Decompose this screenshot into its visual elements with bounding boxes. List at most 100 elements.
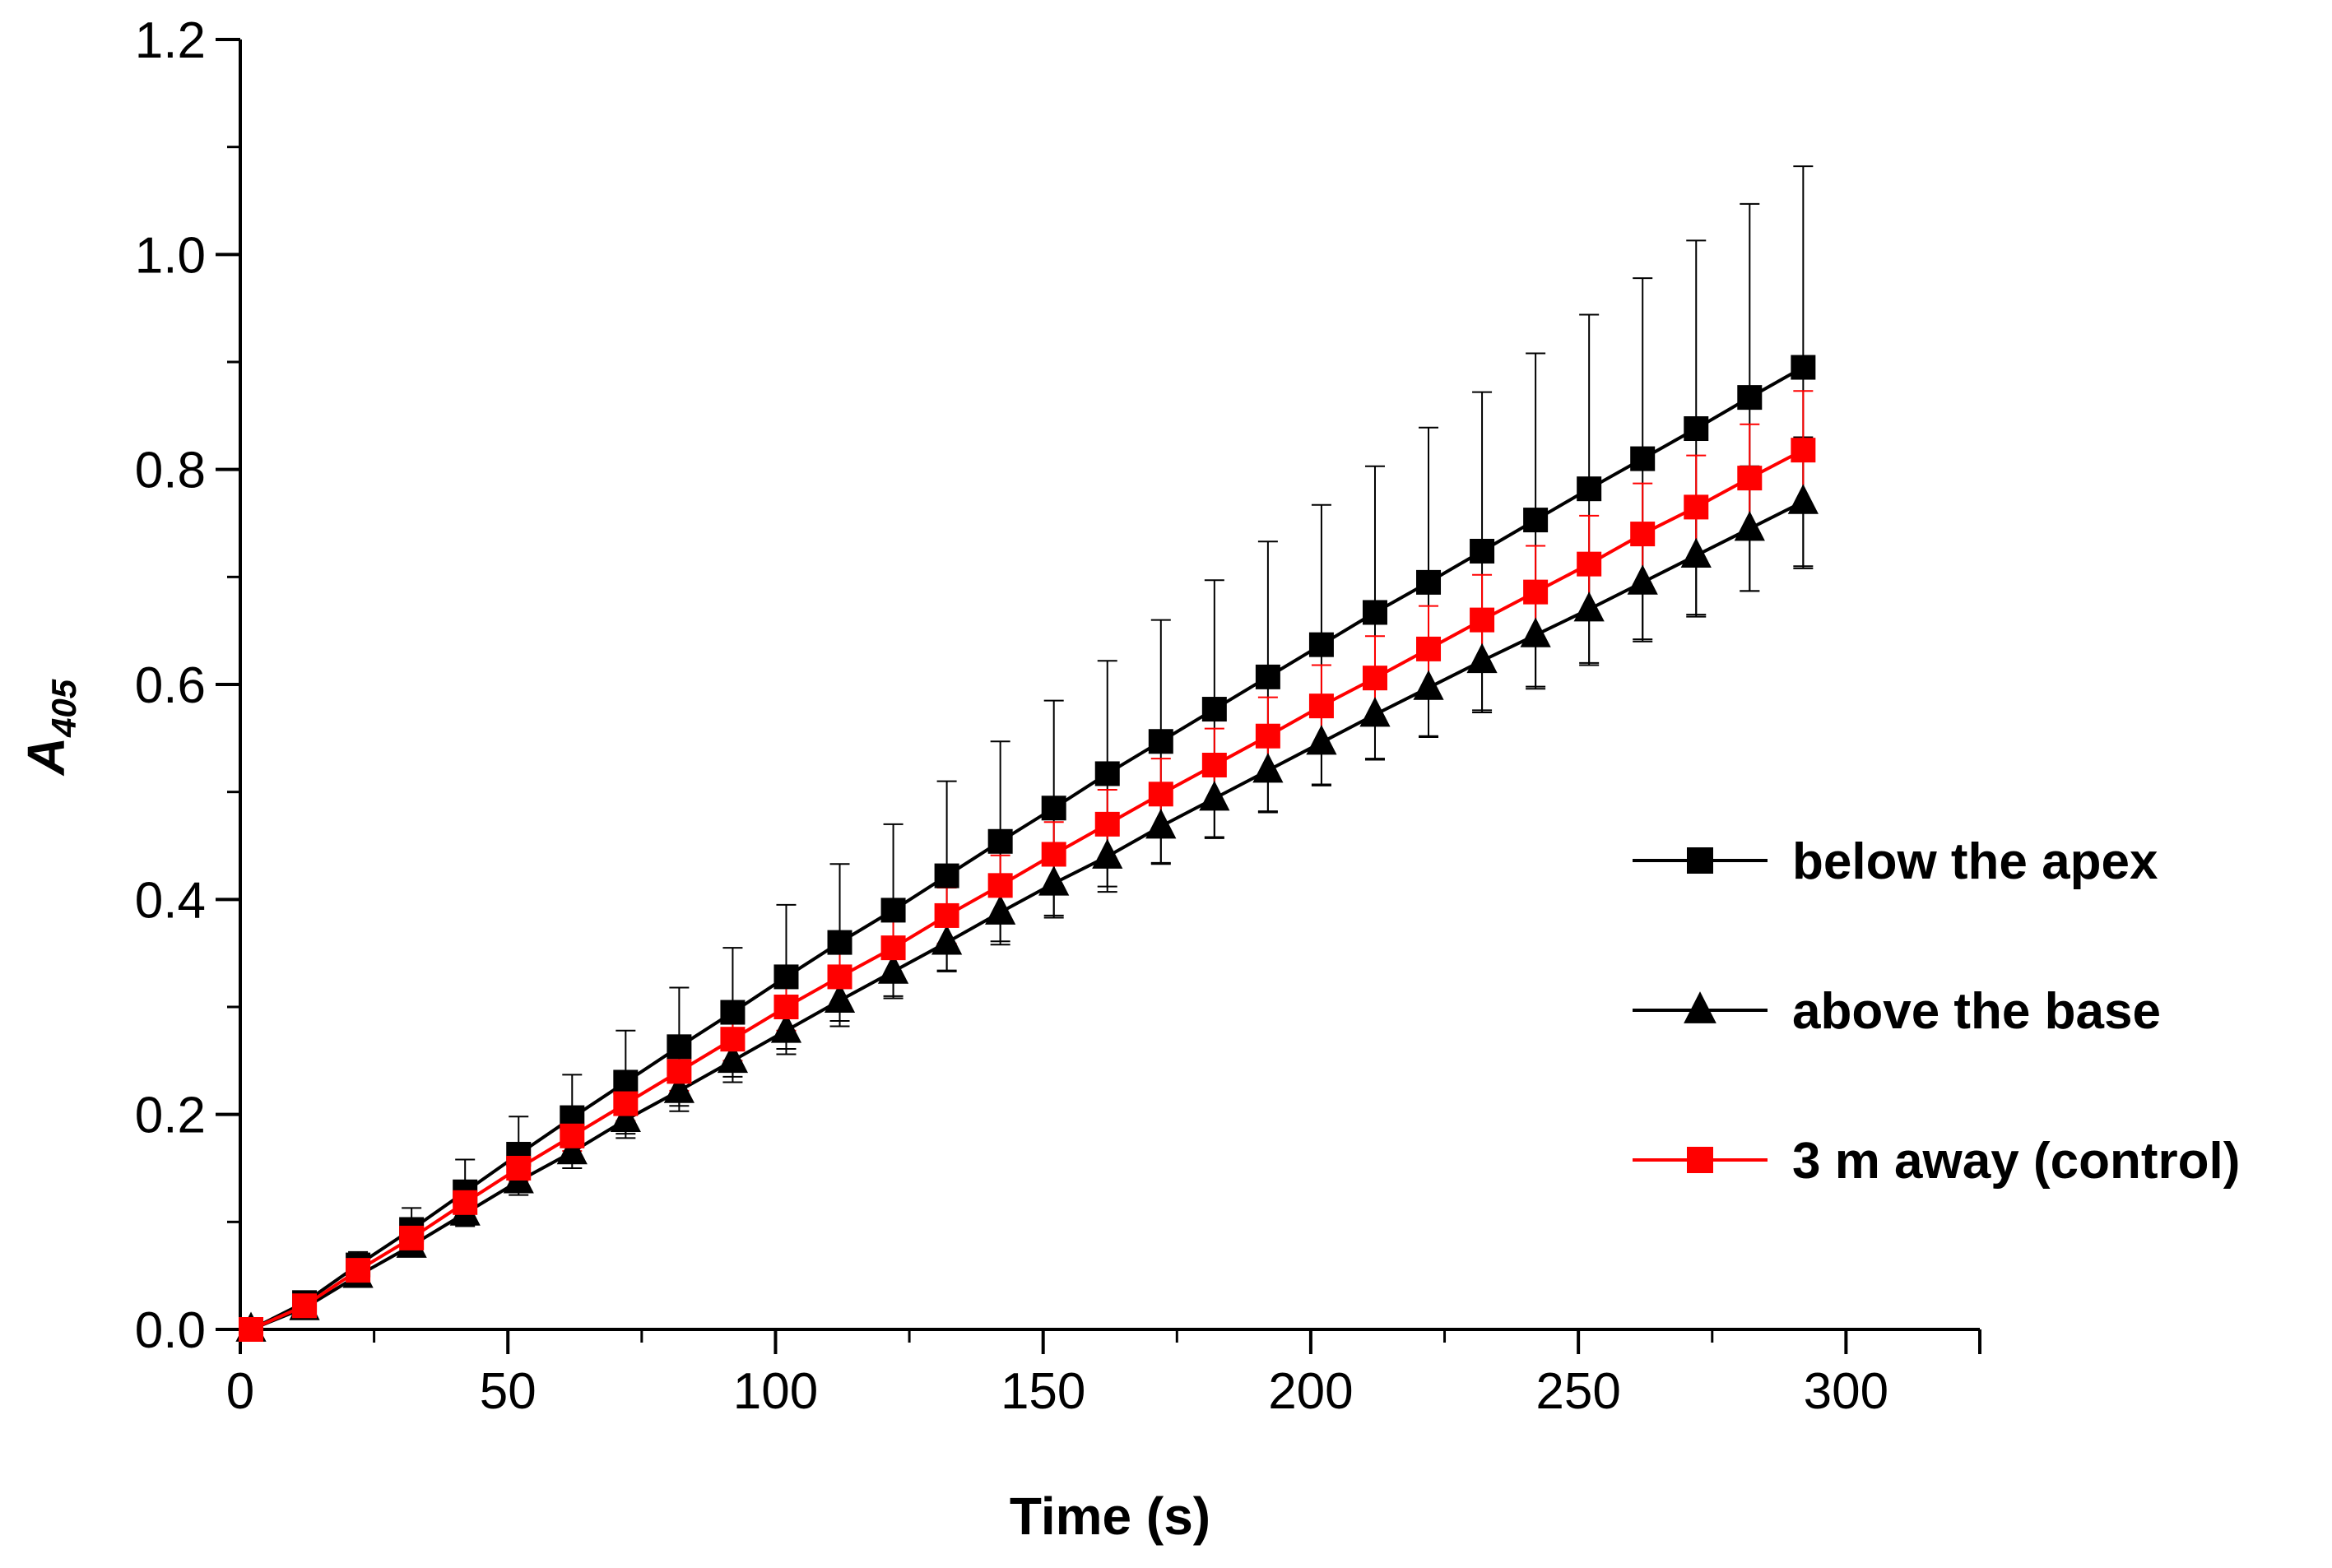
data-point-square — [1684, 416, 1709, 442]
data-point-triangle — [770, 1013, 802, 1043]
data-point-square — [1470, 607, 1495, 633]
data-point-triangle — [610, 1102, 641, 1133]
data-point-triangle — [1306, 725, 1337, 755]
data-point-triangle — [1092, 838, 1123, 869]
data-point-square — [1687, 1147, 1713, 1173]
legend: below the apex above the base 3 m away (co… — [1633, 833, 2240, 1190]
data-point-triangle — [1627, 564, 1658, 595]
data-point-square — [292, 1293, 318, 1319]
data-point-square — [1362, 666, 1387, 691]
data-point-square — [720, 1027, 746, 1052]
legend-label: 3 m away (control) — [1792, 1133, 2240, 1190]
data-point-square — [1577, 476, 1602, 502]
x-tick-label: 100 — [733, 1363, 818, 1420]
data-point-square — [1687, 847, 1713, 874]
data-point-square — [1416, 636, 1442, 661]
data-point-square — [720, 1000, 746, 1025]
y-tick-label: 0.8 — [135, 443, 206, 499]
data-point-triangle — [717, 1042, 749, 1074]
data-point-triangle — [824, 982, 856, 1014]
series-line — [250, 500, 1805, 1331]
y-axis-title: A405 — [16, 679, 83, 777]
data-point-square — [1523, 508, 1549, 533]
y-tick-label: 0.0 — [135, 1302, 206, 1359]
data-point-square — [827, 964, 852, 990]
x-tick-label: 50 — [480, 1363, 537, 1420]
series-line — [250, 448, 1805, 1331]
data-point-square — [667, 1034, 692, 1060]
data-point-square — [1308, 694, 1334, 719]
data-point-square — [1630, 522, 1656, 547]
data-point-triangle — [1359, 697, 1391, 727]
y-tick-label: 1.2 — [135, 12, 206, 69]
data-point-square — [1094, 761, 1120, 786]
data-point-triangle — [877, 953, 909, 984]
data-point-square — [1791, 355, 1816, 380]
data-point-square — [1094, 811, 1120, 837]
y-tick-label: 0.4 — [135, 872, 206, 929]
data-point-square — [773, 995, 799, 1019]
series-line — [250, 365, 1805, 1331]
data-point-triangle — [931, 925, 963, 955]
data-point-square — [987, 873, 1013, 898]
data-point-square — [613, 1069, 639, 1095]
legend-label: above the base — [1792, 983, 2161, 1040]
data-point-square — [1255, 723, 1280, 749]
error-bars — [241, 165, 1814, 1330]
data-point-triangle — [1520, 617, 1551, 647]
data-point-square — [1737, 466, 1763, 491]
data-point-triangle — [1038, 865, 1070, 896]
data-point-triangle — [1734, 511, 1765, 541]
data-point-square — [453, 1190, 478, 1215]
data-point-square — [1630, 446, 1656, 471]
data-point-triangle — [985, 894, 1016, 925]
data-point-triangle — [1145, 809, 1177, 839]
data-point-square — [1148, 782, 1173, 807]
data-point-square — [1148, 729, 1173, 754]
data-point-triangle — [1680, 537, 1712, 568]
data-point-triangle — [663, 1073, 694, 1103]
data-point-triangle — [1252, 753, 1284, 783]
data-point-square — [1470, 538, 1495, 564]
x-tick-label: 0 — [226, 1363, 254, 1420]
data-point-square — [1416, 569, 1442, 595]
data-point-square — [613, 1091, 639, 1116]
data-point-square — [880, 935, 906, 961]
data-point-triangle — [556, 1134, 588, 1165]
x-tick-label: 200 — [1268, 1363, 1353, 1420]
data-point-square — [1041, 796, 1066, 821]
data-point-triangle — [1787, 484, 1819, 514]
data-point-square — [987, 828, 1013, 854]
data-point-square — [1201, 697, 1227, 722]
data-point-square — [880, 898, 906, 923]
data-point-square — [1201, 753, 1227, 777]
data-point-triangle — [1684, 991, 1716, 1023]
data-point-square — [346, 1258, 371, 1283]
y-tick-label: 0.6 — [135, 657, 206, 714]
axes: 0 50 100 150 200 250 300 0.0 0.2 0.4 0.6 0.8 1.0 1.2 — [135, 12, 1981, 1420]
y-axis-title-sub: 405 — [44, 679, 83, 738]
data-point-square — [934, 863, 959, 888]
x-tick-label: 150 — [1001, 1363, 1085, 1420]
data-point-square — [934, 902, 959, 928]
data-point-square — [1362, 600, 1387, 625]
data-point-square — [560, 1123, 585, 1148]
y-tick-label: 1.0 — [135, 227, 206, 284]
data-point-square — [1737, 385, 1763, 411]
data-point-square — [1684, 494, 1709, 520]
x-tick-label: 300 — [1804, 1363, 1888, 1420]
series — [235, 355, 1819, 1342]
data-point-square — [1791, 438, 1816, 463]
data-point-square — [506, 1156, 532, 1181]
data-point-square — [1041, 842, 1066, 867]
x-tick-label: 250 — [1535, 1363, 1620, 1420]
data-point-square — [1308, 632, 1334, 657]
x-axis-title: Time (s) — [1010, 1487, 1210, 1546]
data-point-square — [1255, 664, 1280, 689]
data-point-square — [399, 1225, 425, 1250]
data-point-triangle — [1413, 670, 1444, 700]
data-point-triangle — [1466, 643, 1498, 674]
y-tick-label: 0.2 — [135, 1088, 206, 1144]
